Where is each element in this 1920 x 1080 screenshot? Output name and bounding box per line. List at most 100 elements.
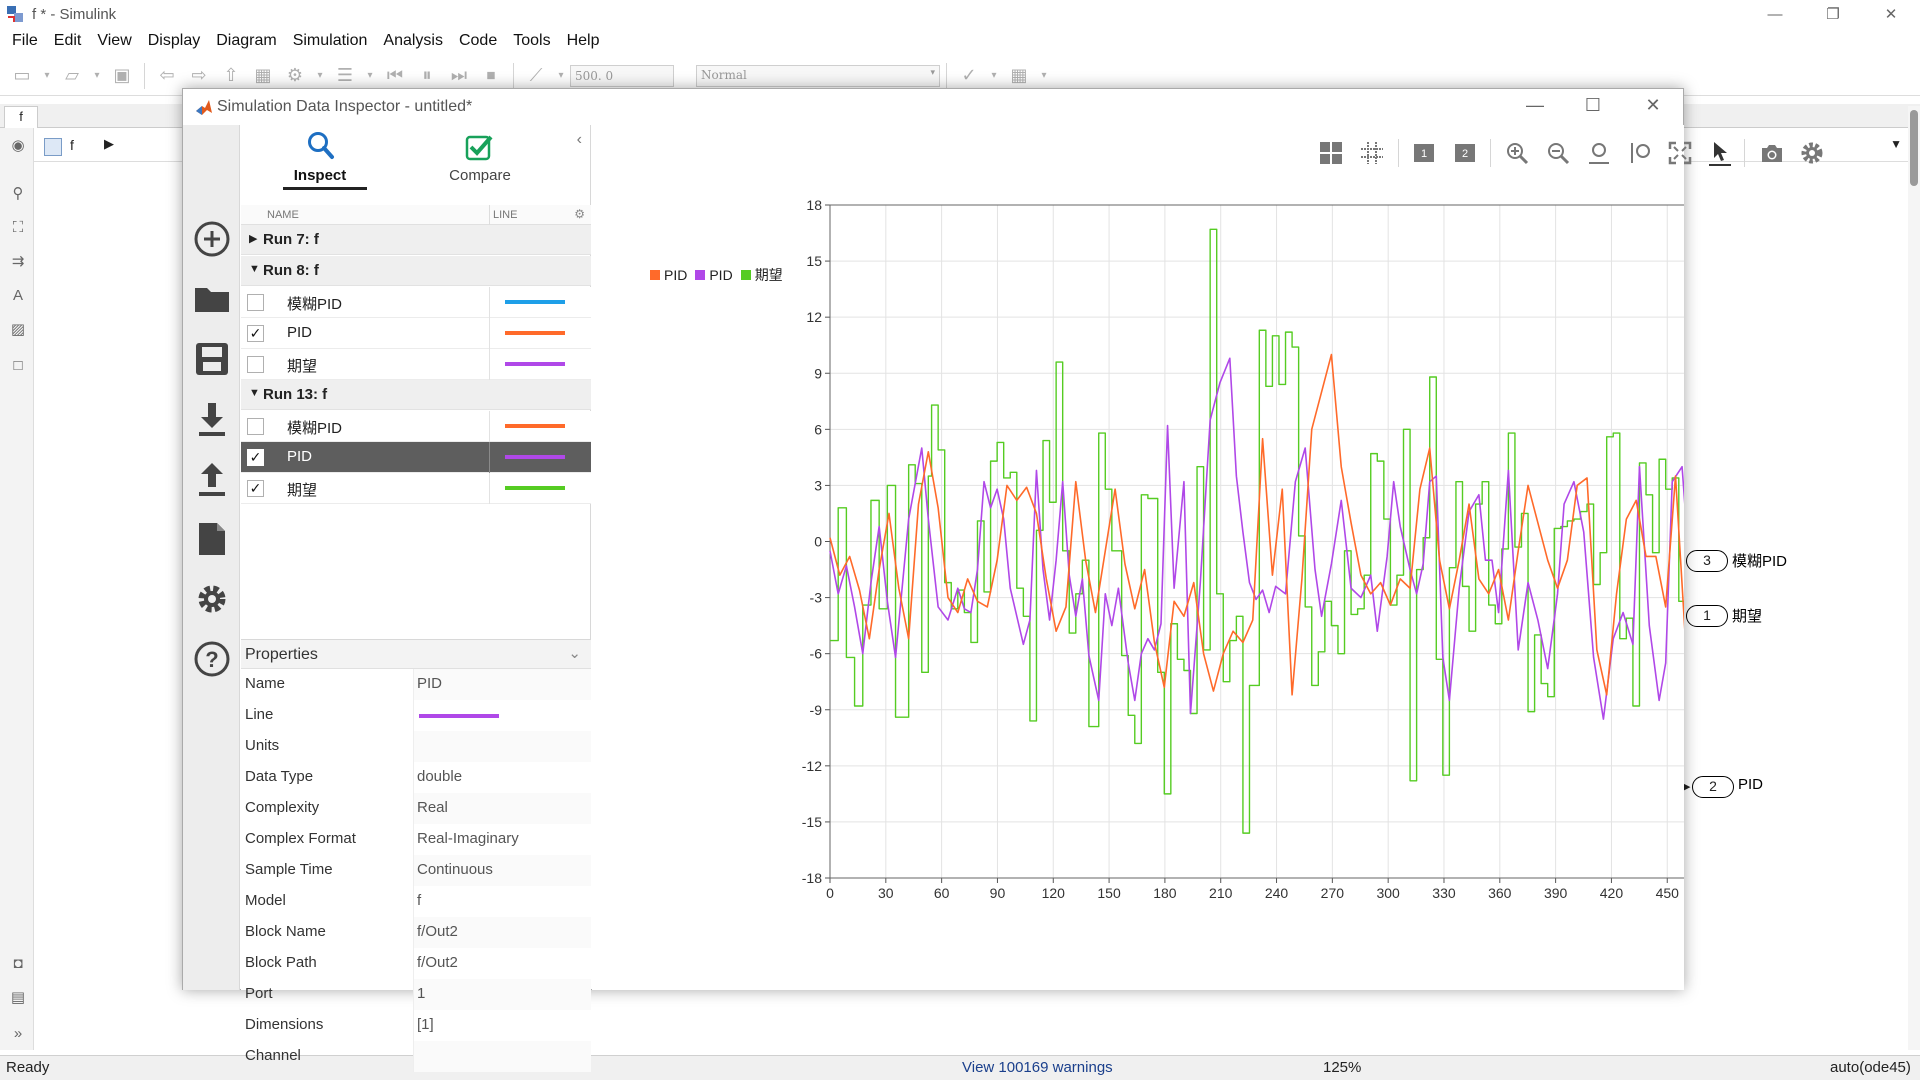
report-icon[interactable] xyxy=(192,519,232,559)
arrange-icon[interactable]: ⇉ xyxy=(11,253,25,270)
run-row-13[interactable]: ▼ Run 13: f xyxy=(241,380,591,410)
chevron-down-icon[interactable]: ▼ xyxy=(1890,137,1902,151)
dropdown-icon[interactable]: ▾ xyxy=(1041,70,1047,81)
signal-checkbox[interactable]: ✓ xyxy=(247,325,264,342)
fit-to-view-icon[interactable] xyxy=(1666,139,1694,167)
import-icon[interactable] xyxy=(192,399,232,439)
solver-label[interactable]: auto(ode45) xyxy=(1830,1059,1911,1076)
menu-simulation[interactable]: Simulation xyxy=(292,32,368,49)
collapse-arrow-icon[interactable]: ▼ xyxy=(249,387,260,399)
zoom-out-icon[interactable] xyxy=(1544,139,1572,167)
data-inspector-icon[interactable]: ⟋ xyxy=(529,65,543,85)
signal-row[interactable]: 模糊PID xyxy=(241,287,591,318)
dropdown-icon[interactable]: ▾ xyxy=(317,70,323,81)
signal-row[interactable]: 模糊PID xyxy=(241,411,591,442)
signal-checkbox[interactable] xyxy=(247,356,264,373)
dropdown-icon[interactable]: ▾ xyxy=(44,70,50,81)
zoom-in-icon[interactable] xyxy=(1503,139,1531,167)
signal-checkbox[interactable]: ✓ xyxy=(247,449,264,466)
line-swatch[interactable] xyxy=(505,331,565,335)
outport-3[interactable]: 3 xyxy=(1686,550,1728,572)
minimize-button[interactable]: — xyxy=(1767,5,1783,23)
run-row-7[interactable]: ▶ Run 7: f xyxy=(241,225,591,255)
forward-icon[interactable]: ⇨ xyxy=(191,65,207,85)
dropdown-icon[interactable]: ▾ xyxy=(991,70,997,81)
menu-tools[interactable]: Tools xyxy=(513,32,551,49)
hide-explorer-icon[interactable]: ◉ xyxy=(11,137,25,154)
line-swatch[interactable] xyxy=(505,300,565,304)
outport-2[interactable]: 2 xyxy=(1692,776,1734,798)
signal-chart[interactable]: 0 30 60 90 120 150 180 210 240 270 300 330 360 390 420… xyxy=(592,125,1684,990)
preferences-icon[interactable] xyxy=(192,579,232,619)
line-swatch[interactable] xyxy=(505,486,565,490)
layout-grid-icon[interactable] xyxy=(1317,139,1345,167)
stop-icon[interactable]: ⏹ xyxy=(486,65,496,85)
menu-display[interactable]: Display xyxy=(147,32,201,49)
step-back-icon[interactable]: ⏮ xyxy=(386,65,404,85)
signal-row[interactable]: 期望 xyxy=(241,349,591,380)
expand-arrow-icon[interactable]: ▶ xyxy=(249,233,258,245)
open-icon[interactable]: ▱ xyxy=(65,65,79,85)
sdi-minimize-button[interactable]: — xyxy=(1526,95,1544,115)
fit-view-icon[interactable]: ⛶ xyxy=(12,219,24,236)
model-tab-f[interactable]: f xyxy=(4,106,38,128)
line-swatch[interactable] xyxy=(505,362,565,366)
dropdown-icon[interactable]: ▾ xyxy=(94,70,100,81)
collapse-panel-icon[interactable]: ‹ xyxy=(576,131,582,148)
menu-view[interactable]: View xyxy=(97,32,132,49)
prop-value[interactable]: Real-Imaginary xyxy=(417,830,519,847)
menu-diagram[interactable]: Diagram xyxy=(216,32,277,49)
export-icon[interactable] xyxy=(192,459,232,499)
restore-button[interactable]: ❐ xyxy=(1826,6,1840,23)
model-explorer-icon[interactable]: ☰ xyxy=(336,65,354,85)
dropdown-icon[interactable]: ▾ xyxy=(367,70,373,81)
menu-analysis[interactable]: Analysis xyxy=(383,32,443,49)
build-icon[interactable]: ▦ xyxy=(1010,65,1028,85)
settings-icon[interactable] xyxy=(1798,139,1826,167)
save-icon[interactable] xyxy=(192,339,232,379)
col-name-header[interactable]: NAME xyxy=(267,209,299,221)
signal-row-selected[interactable]: ✓ PID xyxy=(241,442,591,473)
zoom-t-icon[interactable] xyxy=(1627,139,1655,167)
sdi-maximize-button[interactable]: ☐ xyxy=(1584,95,1602,115)
menu-edit[interactable]: Edit xyxy=(53,32,82,49)
new-icon[interactable] xyxy=(192,219,232,259)
canvas-scrollbar[interactable] xyxy=(1908,106,1920,1050)
step-forward-icon[interactable]: ⏭ xyxy=(450,65,468,85)
run-row-8[interactable]: ▼ Run 8: f xyxy=(241,256,591,286)
line-style-swatch[interactable] xyxy=(419,714,499,718)
screenshot-icon[interactable]: ◘ xyxy=(13,955,23,972)
up-icon[interactable]: ⇧ xyxy=(223,65,239,85)
back-icon[interactable]: ⇦ xyxy=(159,65,175,85)
model-config-icon[interactable]: ⚙ xyxy=(286,65,304,85)
pause-icon[interactable]: ⏸ xyxy=(422,65,432,85)
warnings-link[interactable]: View 100169 warnings xyxy=(962,1059,1113,1076)
tab-inspect[interactable]: Inspect xyxy=(245,125,395,190)
zoom-icon[interactable]: ⚲ xyxy=(12,185,24,202)
prop-value[interactable]: PID xyxy=(417,675,443,692)
chevron-right-icon[interactable]: ▶ xyxy=(104,136,114,151)
check-icon[interactable]: ✓ xyxy=(961,65,977,85)
help-icon[interactable]: ? xyxy=(192,639,232,679)
signal-row[interactable]: ✓ 期望 xyxy=(241,473,591,504)
annotation-icon[interactable]: A xyxy=(12,287,23,304)
menu-file[interactable]: File xyxy=(12,32,38,49)
menu-code[interactable]: Code xyxy=(458,32,498,49)
outport-1[interactable]: 1 xyxy=(1686,605,1728,627)
stop-time-input[interactable] xyxy=(570,64,674,87)
properties-header[interactable]: Properties ⌄ xyxy=(241,639,591,669)
cursor-icon[interactable] xyxy=(1706,139,1734,167)
new-model-icon[interactable]: ▭ xyxy=(13,65,31,85)
signal-checkbox[interactable]: ✓ xyxy=(247,480,264,497)
col-line-header[interactable]: LINE xyxy=(493,209,518,221)
signal-checkbox[interactable] xyxy=(247,418,264,435)
line-swatch[interactable] xyxy=(505,455,565,459)
dropdown-icon[interactable]: ▾ xyxy=(558,70,564,81)
column-settings-icon[interactable]: ⚙ xyxy=(574,207,585,221)
simulation-mode-select[interactable]: Normal ▾ xyxy=(696,64,940,87)
area-icon[interactable]: □ xyxy=(13,357,23,374)
plot-1-icon[interactable]: 1 xyxy=(1410,139,1438,167)
close-button[interactable]: ✕ xyxy=(1884,6,1898,23)
tab-compare[interactable]: Compare xyxy=(405,125,555,185)
chevron-down-icon[interactable]: ⌄ xyxy=(568,645,581,662)
